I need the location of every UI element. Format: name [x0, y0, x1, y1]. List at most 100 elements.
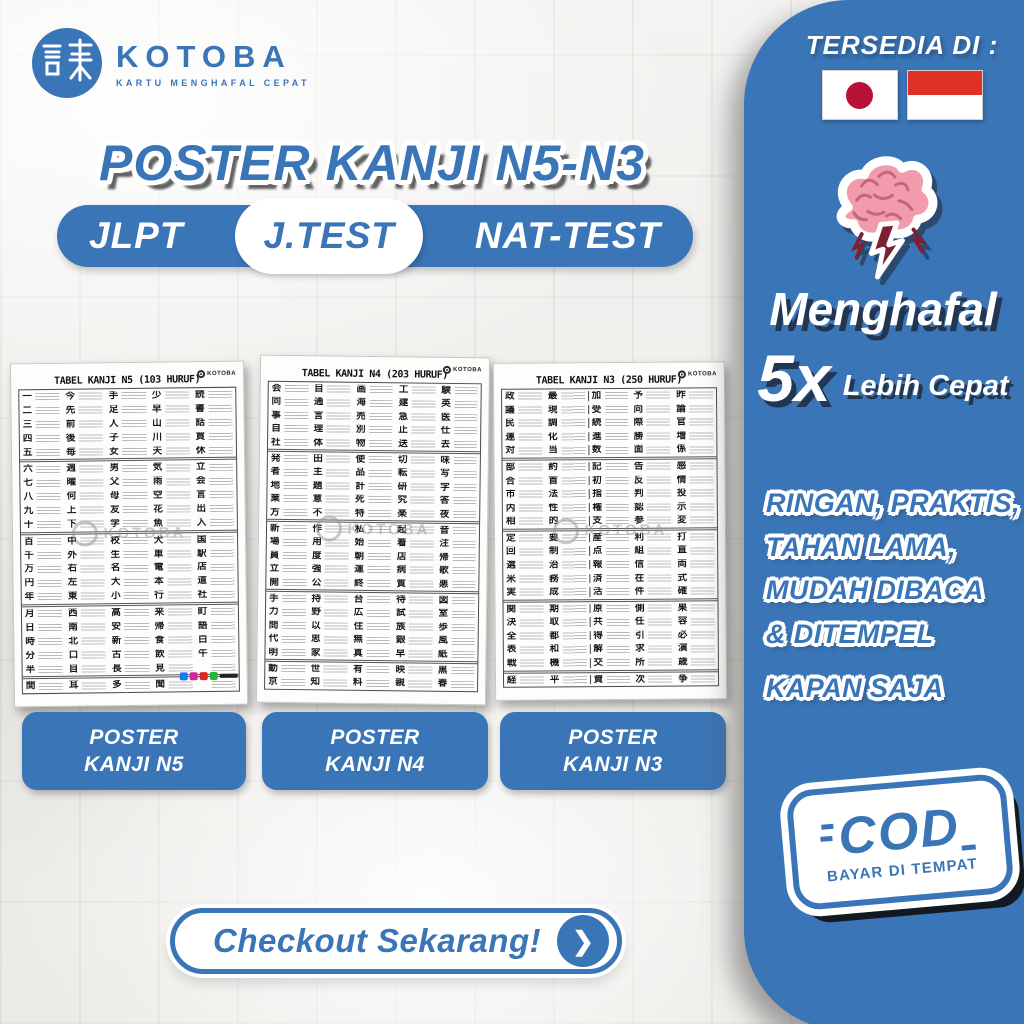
kanji-char: 目	[68, 663, 79, 674]
kanji-cell: 報	[588, 559, 632, 570]
poster-kanji-n3-button[interactable]: POSTER KANJI N3	[500, 712, 726, 790]
kanji-char: 究	[397, 495, 408, 506]
kanji-cell: 月	[22, 609, 65, 619]
reading-text	[168, 680, 193, 689]
kanji-cell: 雨	[150, 477, 193, 487]
kanji-cell: 死	[352, 495, 395, 505]
kanji-char: 空	[153, 490, 163, 501]
kanji-cell: 利	[631, 532, 674, 542]
kanji-cell: 夜	[437, 509, 480, 519]
reading-text	[165, 447, 190, 455]
poster-kanji-n5-button[interactable]: POSTER KANJI N5	[22, 712, 246, 790]
reading-text	[367, 526, 392, 534]
reading-text	[689, 489, 714, 497]
reading-text	[282, 578, 307, 587]
kanji-char: 続	[591, 418, 602, 428]
reading-text	[81, 651, 106, 659]
kanji-cell: 和	[547, 644, 590, 655]
reading-text	[604, 405, 629, 413]
kanji-char: 雨	[152, 476, 163, 487]
kanji-cell: 実	[503, 588, 546, 597]
reading-text	[208, 463, 234, 471]
kanji-cell: 現	[545, 405, 588, 415]
kanji-cell: 必	[675, 630, 718, 640]
kanji-cell: 代	[266, 634, 309, 644]
checkout-label: Checkout Sekarang!	[213, 922, 542, 959]
kanji-cell: 昨	[673, 390, 716, 400]
kanji-cell: 楽	[394, 509, 437, 519]
kanji-cell: 午	[195, 648, 238, 658]
kanji-cell: 明	[265, 647, 308, 657]
kanji-cell: 成	[546, 587, 589, 597]
kanji-char: 帰	[154, 621, 165, 632]
kanji-cell: 争	[675, 674, 718, 684]
kanji-cell: 料	[350, 678, 393, 688]
kanji-char: 右	[67, 563, 78, 574]
kanji-char: 医	[440, 412, 451, 423]
checkout-button[interactable]: Checkout Sekarang! ❯	[170, 908, 622, 974]
kanji-cell: 感	[674, 461, 717, 471]
button-line2: KANJI N5	[84, 753, 184, 776]
kanji-cell: 務	[546, 574, 589, 583]
kanji-cell: 住	[351, 622, 394, 632]
kanji-cell: 世	[308, 664, 351, 674]
kanji-cell: 通	[311, 398, 354, 408]
kanji-cell: 内	[503, 503, 546, 513]
kanji-char: 関	[506, 604, 517, 614]
reading-text	[691, 675, 716, 683]
reading-text	[208, 432, 233, 441]
reading-text	[35, 393, 60, 401]
reading-text	[166, 519, 191, 527]
kanji-char: 字	[440, 482, 450, 493]
reading-text	[451, 580, 476, 589]
reading-text	[560, 406, 585, 414]
kanji-cell: 千	[21, 550, 64, 560]
kanji-char: 山	[152, 418, 162, 429]
reading-text	[36, 507, 61, 515]
kanji-cell: 半	[23, 664, 66, 674]
reading-text	[519, 632, 544, 640]
kanji-char: 情	[676, 474, 687, 485]
kanji-char: 男	[109, 463, 120, 474]
reading-text	[411, 413, 436, 421]
reading-text	[647, 587, 672, 596]
reading-text	[167, 608, 192, 616]
kanji-char: 和	[549, 644, 560, 655]
reading-text	[209, 491, 234, 499]
kanji-cell: 作	[309, 524, 352, 534]
reading-text	[324, 595, 349, 603]
reading-text	[646, 432, 671, 440]
poster-kanji-n4-button[interactable]: POSTER KANJI N4	[262, 712, 488, 790]
kanji-row: 定要産利打	[502, 527, 718, 546]
reading-text	[562, 645, 587, 654]
kanji-char: 題	[312, 481, 323, 492]
reading-text	[78, 420, 103, 428]
reading-text	[79, 478, 104, 487]
kanji-cell: 際	[631, 418, 674, 428]
kanji-cell: 話	[192, 418, 235, 428]
kanji-cell: 朝	[351, 552, 394, 562]
kanji-cell: 時	[22, 637, 65, 647]
reading-text	[78, 406, 103, 414]
kanji-char: 七	[23, 478, 33, 489]
reading-text	[648, 658, 673, 667]
kanji-char: 産	[592, 532, 603, 543]
kanji-cell: 早	[149, 404, 192, 414]
poster-header: TABEL KANJI N3 (250 HURUF) KOTOBA	[501, 369, 717, 389]
kanji-char: 権	[592, 502, 602, 513]
kanji-char: 写	[440, 469, 450, 480]
kanji-cell: 新	[109, 636, 152, 646]
reading-text	[81, 681, 107, 690]
reading-text	[562, 676, 587, 684]
reading-text	[605, 463, 629, 471]
kanji-cell: 画	[353, 385, 396, 395]
reading-text	[605, 574, 630, 582]
reading-text	[560, 392, 585, 400]
kanji-char: 確	[677, 586, 688, 597]
kanji-char: 不	[312, 507, 323, 518]
kanji-cell: 西	[65, 608, 108, 618]
reading-text	[284, 438, 308, 447]
kanji-char: 在	[634, 573, 645, 583]
kanji-cell: 的	[546, 516, 589, 526]
kanji-char: 売	[356, 411, 366, 422]
